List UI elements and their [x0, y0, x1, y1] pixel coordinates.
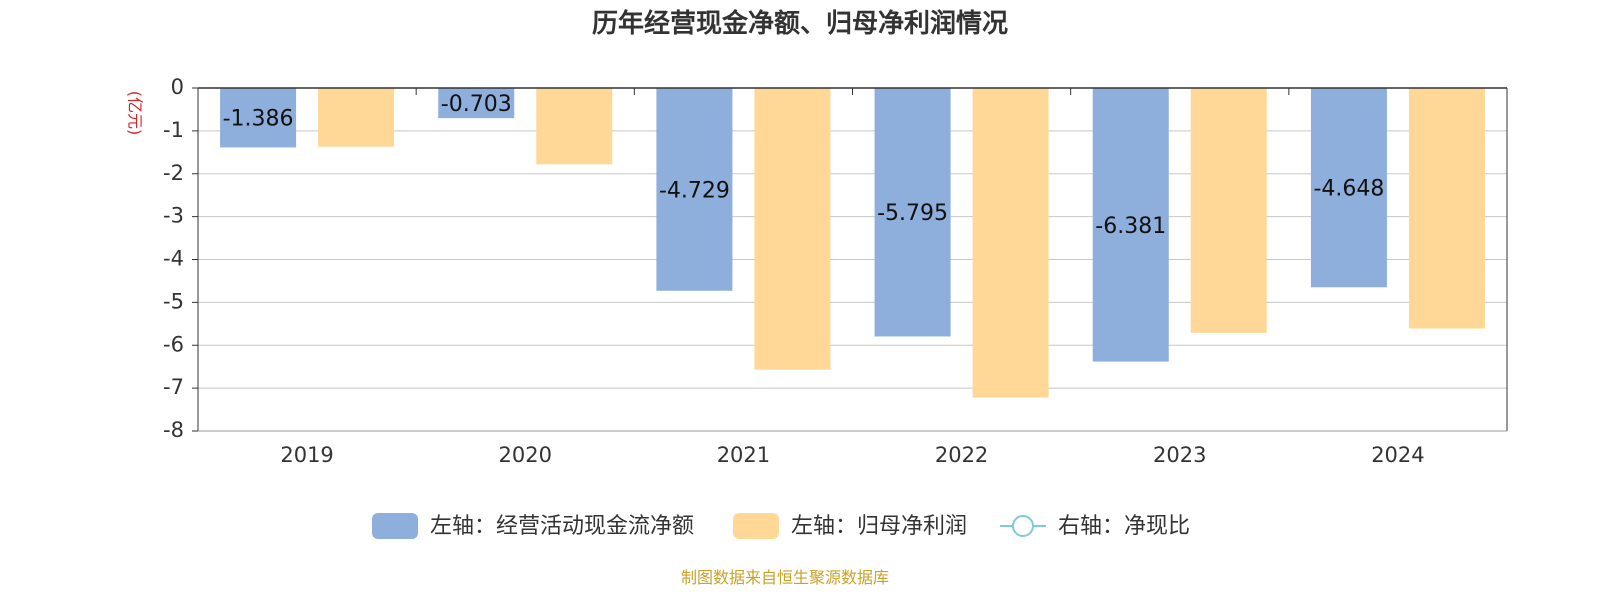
y-tick-label: -4 [163, 247, 184, 271]
y-tick-label: -6 [163, 332, 184, 356]
bar-2021-series-2 [754, 88, 831, 370]
y-tick-label: 0 [171, 75, 184, 99]
y-tick-label: -7 [163, 375, 184, 399]
bar-2019-series-1 [220, 88, 297, 148]
data-labels-layer: -1.386 -0.703 -4.729 -5.795 -6.381 -4.648 [223, 92, 1385, 239]
legend-label: 左轴：经营活动现金流净额 [430, 514, 694, 539]
y-tick-label: -1 [163, 118, 184, 142]
bar-2024-series-2 [1408, 88, 1485, 329]
bar-2021-series-1 [656, 88, 733, 291]
legend-item-1: 左轴：经营活动现金流净额 [372, 513, 694, 539]
legend-swatch [733, 513, 779, 539]
x-tick-label: 2020 [499, 443, 552, 467]
bar-2022-series-1 [874, 88, 951, 337]
y-tick-label: -2 [163, 161, 184, 185]
bar-2020-series-2 [536, 88, 613, 165]
axes-layer: 0 -1 -2 -3 -4 -5 -6 -7 -8 2019 2020 2021 2022 2023 202… [163, 75, 1508, 467]
bar-2023-series-2 [1190, 88, 1267, 333]
x-tick-label: 2019 [280, 443, 333, 467]
chart-title: 历年经营现金净额、归母净利润情况 [592, 8, 1008, 39]
legend-label: 左轴：归母净利润 [791, 514, 967, 539]
bars-layer [220, 88, 1485, 398]
data-source-note: 制图数据来自恒生聚源数据库 [681, 568, 889, 587]
bar-2019-series-2 [318, 88, 395, 147]
data-label-2022: -5.795 [877, 201, 948, 226]
legend-circle-marker [1012, 515, 1034, 537]
legend: 左轴：经营活动现金流净额 左轴：归母净利润 右轴：净现比 [372, 513, 1190, 539]
y-axis-unit-label: (亿元) [126, 91, 145, 136]
legend-item-3: 右轴：净现比 [1000, 514, 1190, 539]
y-tick-label: -3 [163, 204, 184, 228]
x-tick-label: 2022 [935, 443, 988, 467]
grid-layer [198, 130, 1507, 389]
bar-2020-series-1 [438, 88, 515, 119]
data-label-2019: -1.386 [223, 107, 294, 132]
x-tick-label: 2021 [717, 443, 770, 467]
data-label-2024: -4.648 [1313, 177, 1384, 202]
data-label-2023: -6.381 [1095, 214, 1166, 239]
x-tick-label: 2023 [1153, 443, 1206, 467]
bar-2023-series-1 [1092, 88, 1169, 362]
legend-swatch [372, 513, 418, 539]
bar-2022-series-2 [972, 88, 1049, 398]
bar-2024-series-1 [1310, 88, 1387, 288]
legend-item-2: 左轴：归母净利润 [733, 513, 967, 539]
y-tick-label: -5 [163, 289, 184, 313]
x-tick-label: 2024 [1371, 443, 1424, 467]
y-tick-label: -8 [163, 418, 184, 442]
data-label-2020: -0.703 [441, 92, 512, 117]
legend-label: 右轴：净现比 [1058, 514, 1190, 539]
data-label-2021: -4.729 [659, 178, 730, 203]
